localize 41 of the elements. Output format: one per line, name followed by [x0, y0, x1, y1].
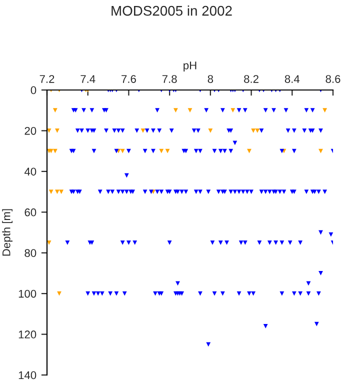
y-tick-label: 20 — [24, 126, 36, 135]
x-tick-label: 7.2 — [40, 75, 54, 83]
point — [47, 128, 52, 133]
point — [59, 190, 64, 194]
point — [318, 148, 323, 154]
y-tick-label: 140 — [18, 371, 36, 380]
x-tick-label: 7.6 — [122, 75, 136, 83]
x-axis-title: pH — [184, 62, 196, 72]
y-tick-label: 120 — [18, 330, 36, 338]
point — [55, 128, 60, 133]
y-tick-label: 100 — [18, 290, 36, 298]
point — [140, 128, 146, 133]
point — [47, 240, 52, 245]
point — [165, 148, 170, 154]
point — [230, 108, 236, 113]
point — [322, 108, 328, 113]
point — [208, 128, 213, 133]
point — [159, 148, 164, 154]
x-tick-label: 8.4 — [284, 75, 300, 83]
x-tick-label: 8 — [208, 75, 214, 83]
point — [52, 148, 58, 154]
point — [247, 148, 252, 154]
y-axis-title: Depth [m] — [2, 209, 12, 256]
point — [52, 108, 58, 113]
point — [57, 291, 62, 296]
chart-title: MODS2005 in 2002 — [112, 6, 232, 16]
y-tick-label: 80 — [24, 249, 36, 257]
point — [255, 128, 260, 133]
y-tick-label: 40 — [24, 168, 36, 176]
x-tick-label: 8.2 — [244, 75, 258, 83]
x-tick-label: 8.6 — [326, 75, 340, 83]
y-tick-label: 60 — [24, 208, 36, 216]
point — [174, 108, 178, 113]
point — [48, 190, 54, 194]
point — [55, 190, 60, 194]
point — [120, 148, 125, 154]
point — [251, 128, 256, 133]
y-tick-label: 0 — [30, 86, 36, 94]
point — [188, 108, 192, 113]
x-tick-label: 7.8 — [162, 75, 177, 83]
x-tick-label: 7.4 — [80, 75, 96, 83]
